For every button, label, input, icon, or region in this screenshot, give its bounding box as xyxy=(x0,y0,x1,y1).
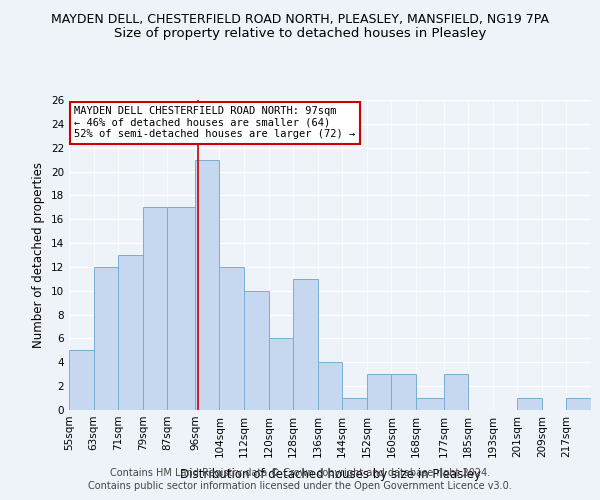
Text: Contains HM Land Registry data © Crown copyright and database right 2024.: Contains HM Land Registry data © Crown c… xyxy=(110,468,490,477)
Bar xyxy=(443,374,468,410)
Bar xyxy=(69,350,94,410)
Bar xyxy=(195,160,220,410)
Text: MAYDEN DELL, CHESTERFIELD ROAD NORTH, PLEASLEY, MANSFIELD, NG19 7PA: MAYDEN DELL, CHESTERFIELD ROAD NORTH, PL… xyxy=(51,12,549,26)
Text: MAYDEN DELL CHESTERFIELD ROAD NORTH: 97sqm
← 46% of detached houses are smaller : MAYDEN DELL CHESTERFIELD ROAD NORTH: 97s… xyxy=(74,106,355,140)
Bar xyxy=(367,374,391,410)
Bar xyxy=(143,208,167,410)
Bar xyxy=(416,398,443,410)
X-axis label: Distribution of detached houses by size in Pleasley: Distribution of detached houses by size … xyxy=(179,468,481,481)
Bar xyxy=(220,267,244,410)
Bar xyxy=(517,398,542,410)
Bar xyxy=(269,338,293,410)
Bar xyxy=(342,398,367,410)
Bar xyxy=(391,374,416,410)
Bar xyxy=(293,279,318,410)
Bar xyxy=(167,208,195,410)
Bar xyxy=(94,267,118,410)
Bar xyxy=(244,291,269,410)
Bar xyxy=(118,255,143,410)
Text: Contains public sector information licensed under the Open Government Licence v3: Contains public sector information licen… xyxy=(88,481,512,491)
Y-axis label: Number of detached properties: Number of detached properties xyxy=(32,162,46,348)
Text: Size of property relative to detached houses in Pleasley: Size of property relative to detached ho… xyxy=(114,28,486,40)
Bar xyxy=(566,398,591,410)
Bar xyxy=(318,362,342,410)
